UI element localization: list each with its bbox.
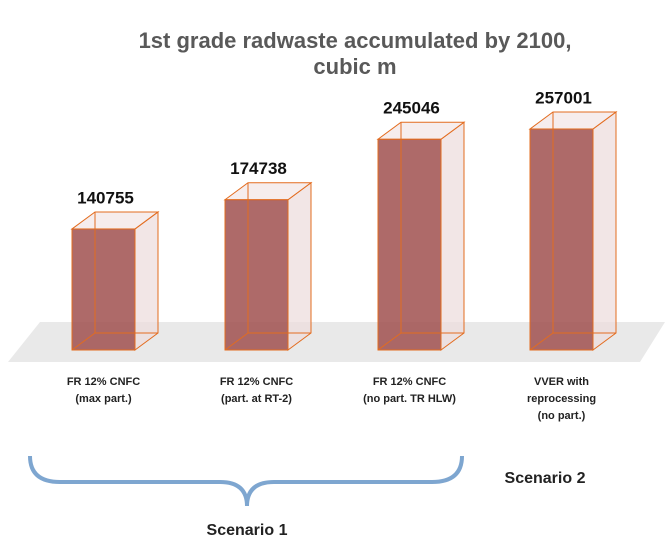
value-label: 245046 <box>383 99 440 118</box>
x-tick-label: FR 12% CNFC <box>67 376 140 388</box>
bar-side <box>592 110 617 351</box>
bar-edge <box>224 332 249 351</box>
x-tick-label: FR 12% CNFC <box>220 376 293 388</box>
bar-edge <box>529 332 554 351</box>
x-tick-label: (no part. TR HLW) <box>363 393 456 405</box>
bar-side <box>134 210 159 351</box>
x-tick-label: reprocessing <box>527 393 596 405</box>
x-tick-label: FR 12% CNFC <box>373 376 446 388</box>
x-tick-label: (part. at RT-2) <box>221 393 292 405</box>
value-label: 174738 <box>230 159 287 178</box>
bar <box>224 199 289 351</box>
bar-side <box>440 121 465 351</box>
brace <box>28 455 464 507</box>
chart-title: cubic m <box>313 54 396 79</box>
annotation: Scenario 1 <box>207 522 288 539</box>
x-tick-label: (no part.) <box>538 410 586 422</box>
x-tick-label: (max part.) <box>75 393 132 405</box>
x-tick-label: VVER with <box>534 376 589 388</box>
bar <box>529 128 594 351</box>
value-label: 140755 <box>77 188 134 207</box>
bar-edge <box>71 332 96 351</box>
bar <box>377 138 442 351</box>
annotation: Scenario 2 <box>505 470 586 487</box>
bar-edge <box>377 332 402 351</box>
bar-side <box>287 181 312 351</box>
floor <box>8 322 665 362</box>
bar <box>71 228 136 351</box>
value-label: 257001 <box>535 88 592 107</box>
chart-title: 1st grade radwaste accumulated by 2100, <box>139 28 572 53</box>
